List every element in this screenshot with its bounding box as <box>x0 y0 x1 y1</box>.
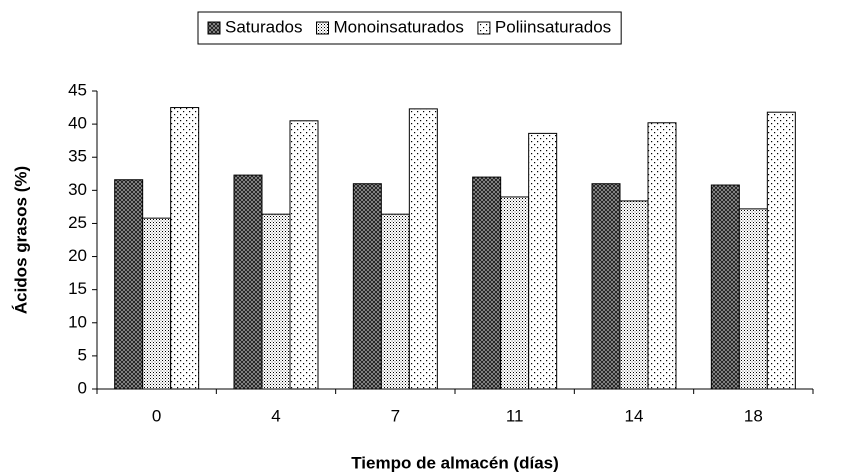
y-tick-label: 10 <box>68 312 87 331</box>
bar <box>352 183 382 390</box>
y-tick-label: 40 <box>68 114 87 133</box>
y-tick-label: 0 <box>78 378 87 397</box>
x-tick-label: 4 <box>271 406 280 425</box>
bar <box>528 132 558 390</box>
x-tick-label: 14 <box>625 406 644 425</box>
x-axis-title: Tiempo de almacén (días) <box>351 453 559 472</box>
x-tick-label: 0 <box>152 406 161 425</box>
legend-swatch <box>207 21 221 35</box>
bar <box>766 111 796 390</box>
bar <box>619 200 649 390</box>
bar <box>261 213 291 390</box>
legend-label: Poliinsaturados <box>495 17 611 36</box>
y-axis-title: Ácidos grasos (%) <box>11 166 30 314</box>
bar <box>738 208 768 390</box>
bar <box>647 122 677 390</box>
bar <box>142 217 172 390</box>
bar <box>710 184 740 390</box>
legend-swatch <box>477 21 491 35</box>
y-tick-label: 20 <box>68 246 87 265</box>
y-tick-label: 45 <box>68 80 87 99</box>
legend-label: Monoinsaturados <box>334 17 464 36</box>
bar <box>500 196 530 390</box>
x-tick-label: 18 <box>744 406 763 425</box>
bar <box>114 179 144 390</box>
legend-swatch <box>316 21 329 35</box>
y-tick-label: 25 <box>68 213 87 232</box>
bar <box>472 176 502 390</box>
y-tick-label: 30 <box>68 180 87 199</box>
legend-label: Saturados <box>225 17 303 36</box>
x-tick-label: 7 <box>391 406 400 425</box>
bar <box>408 108 438 390</box>
y-tick-label: 35 <box>68 147 87 166</box>
bar <box>289 120 319 390</box>
y-tick-label: 15 <box>68 279 87 298</box>
bar <box>380 213 410 390</box>
bar <box>591 183 621 390</box>
legend-box <box>197 11 622 45</box>
y-tick-label: 5 <box>78 345 87 364</box>
bar <box>170 107 200 390</box>
legend: Saturados Monoinsaturados Poliinsaturados <box>197 11 622 45</box>
bar <box>233 174 263 390</box>
x-tick-label: 11 <box>506 406 524 425</box>
